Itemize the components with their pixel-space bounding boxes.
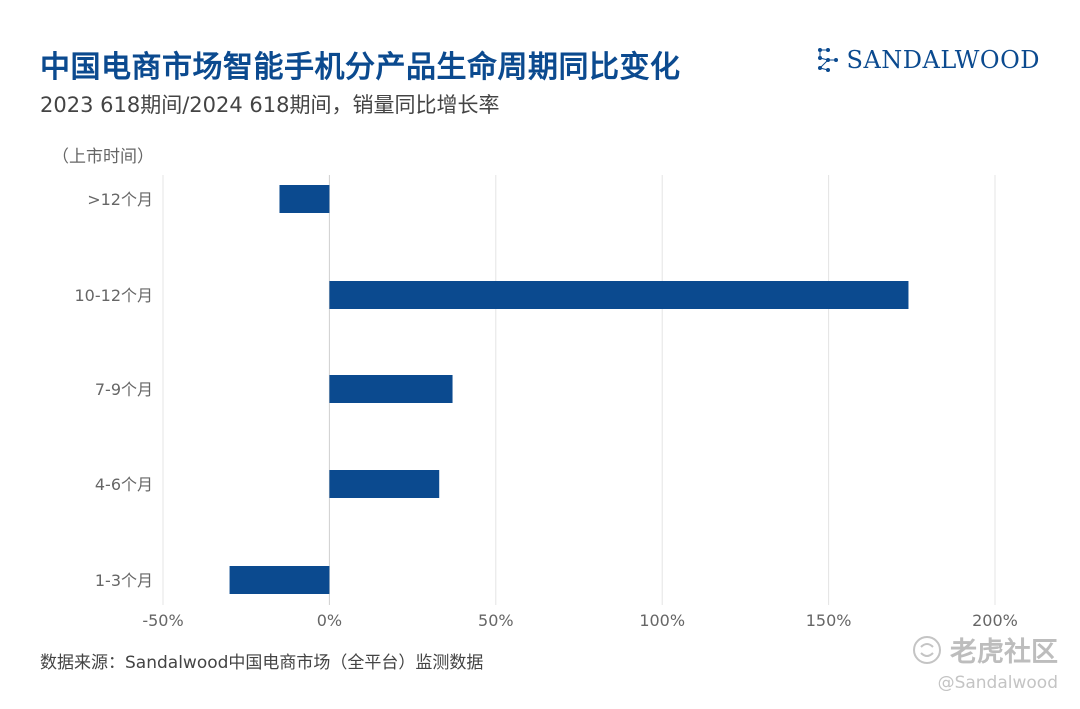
sandalwood-logo-icon: [817, 48, 838, 72]
tiger-community-logo-icon: [913, 635, 941, 664]
x-tick-label: -50%: [142, 611, 183, 630]
x-tick-label: 200%: [972, 611, 1018, 630]
category-label: >12个月: [87, 190, 153, 209]
bar-3: [329, 470, 440, 498]
brand-logo: SANDALWOOD: [817, 46, 1040, 74]
y-axis-title: （上市时间）: [52, 147, 154, 167]
bar-4: [229, 566, 330, 594]
bar-2: [329, 375, 453, 403]
watermark-handle: @Sandalwood: [937, 673, 1058, 693]
category-label: 1-3个月: [95, 571, 153, 590]
category-label: 10-12个月: [75, 286, 154, 305]
bar-0: [279, 185, 330, 213]
watermark-community-text: 老虎社区: [950, 637, 1058, 668]
data-source-note: 数据来源：Sandalwood中国电商市场（全平台）监测数据: [40, 653, 484, 673]
bar-1: [329, 281, 909, 309]
chart-subtitle: 2023 618期间/2024 618期间，销量同比增长率: [40, 93, 500, 117]
x-tick-label: 100%: [639, 611, 685, 630]
brand-name: SANDALWOOD: [846, 46, 1040, 74]
category-label: 4-6个月: [95, 475, 153, 494]
x-tick-label: 0%: [317, 611, 342, 630]
category-label: 7-9个月: [95, 380, 153, 399]
watermark-community: 老虎社区: [912, 630, 1058, 669]
x-tick-label: 50%: [478, 611, 514, 630]
chart-title: 中国电商市场智能手机分产品生命周期同比变化: [40, 50, 681, 85]
x-tick-label: 150%: [806, 611, 852, 630]
